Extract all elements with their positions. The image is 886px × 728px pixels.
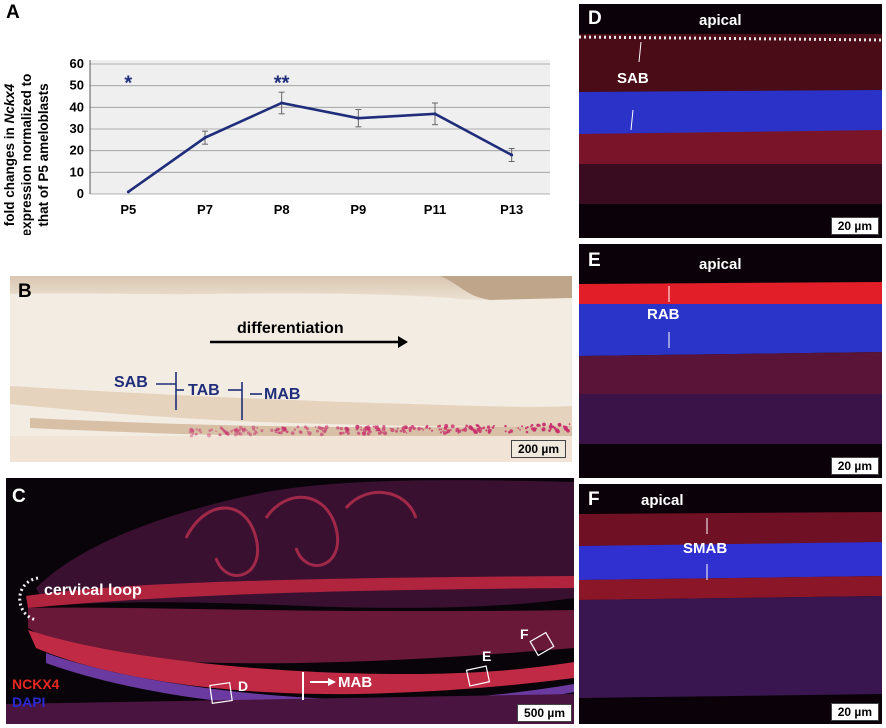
panel-b-letter: B (18, 281, 32, 302)
panel-d-apical: apical (699, 12, 742, 29)
y-tick-label: 50 (70, 78, 84, 93)
legend-dapi: DAPI (12, 694, 46, 710)
panel-f-zone: SMAB (683, 540, 728, 557)
plot-area (90, 60, 550, 194)
y-tick-label: 30 (70, 121, 84, 136)
legend-nckx4: NCKX4 (12, 676, 60, 692)
panel-e-scale: 20 µm (830, 457, 879, 475)
panel-d-letter: D (588, 8, 602, 29)
data-point (126, 190, 130, 194)
significance-mark: ** (274, 72, 290, 94)
panel-e-tissue (579, 282, 882, 444)
data-point (203, 136, 207, 140)
panel-d-zone: SAB (617, 70, 649, 87)
x-tick-label: P13 (500, 202, 523, 217)
panel-c-letter: C (12, 486, 26, 507)
panel-e-letter: E (588, 250, 601, 271)
stain-band (10, 276, 572, 462)
panel-e-image: apical RAB 20 µm (579, 244, 882, 478)
y-tick-label: 60 (70, 58, 84, 71)
ylabel-line1: fold changes in Nckx4 (2, 83, 17, 226)
panel-c-image: cervical loop MAB D E F NCKX4 DAPI 500 µ… (6, 478, 574, 724)
box-label-d: D (238, 678, 249, 694)
y-tick-label: 0 (77, 186, 84, 201)
data-point (510, 153, 514, 157)
data-point (433, 112, 437, 116)
data-point (280, 101, 284, 105)
series-line (127, 101, 513, 193)
ylabel-line2: expression normalized to (19, 74, 34, 235)
mab-label: MAB (338, 674, 373, 691)
significance-mark: * (124, 72, 132, 94)
differentiation-label: differentiation (237, 320, 344, 337)
zone-label-sab: SAB (114, 374, 148, 391)
panel-f-letter: F (588, 489, 600, 510)
stain-dots (188, 422, 571, 438)
panel-f-scale: 20 µm (830, 703, 879, 721)
box-label-e: E (482, 648, 492, 664)
panel-f-apical: apical (641, 492, 684, 509)
panel-b-scale: 200 µm (511, 440, 566, 458)
panel-a-ylabel: fold changes in Nckx4 expression normali… (2, 35, 212, 235)
x-tick-label: P7 (197, 202, 213, 217)
y-tick-label: 20 (70, 143, 84, 158)
zone-label-tab: TAB (188, 382, 220, 399)
ylabel-line3: that of P5 ameloblasts (36, 83, 51, 226)
panel-e-zone: RAB (647, 306, 680, 323)
cervical-loop-label: cervical loop (44, 582, 142, 599)
x-tick-label: P11 (424, 202, 446, 217)
panel-e-apical: apical (699, 256, 742, 273)
panel-a-letter: A (6, 2, 20, 23)
panel-b-image: differentiation SAB TAB MAB 200 µm (10, 276, 572, 462)
panel-d-tissue (579, 34, 882, 204)
panel-f-tissue (579, 512, 882, 698)
x-tick-label: P9 (350, 202, 366, 217)
x-tick-label: P5 (120, 202, 136, 217)
y-tick-label: 10 (70, 164, 84, 179)
x-tick-label: P8 (274, 202, 290, 217)
box-label-f: F (520, 626, 529, 642)
zone-label-mab: MAB (264, 386, 301, 403)
data-point (356, 116, 360, 120)
panel-d-image: apical SAB 20 µm (579, 4, 882, 238)
panel-d-scale: 20 µm (830, 217, 879, 235)
panel-c-scale: 500 µm (517, 704, 572, 722)
panel-f-image: apical SMAB 20 µm (579, 484, 882, 724)
y-tick-label: 40 (70, 99, 84, 114)
panel-c-tissue (6, 480, 574, 724)
